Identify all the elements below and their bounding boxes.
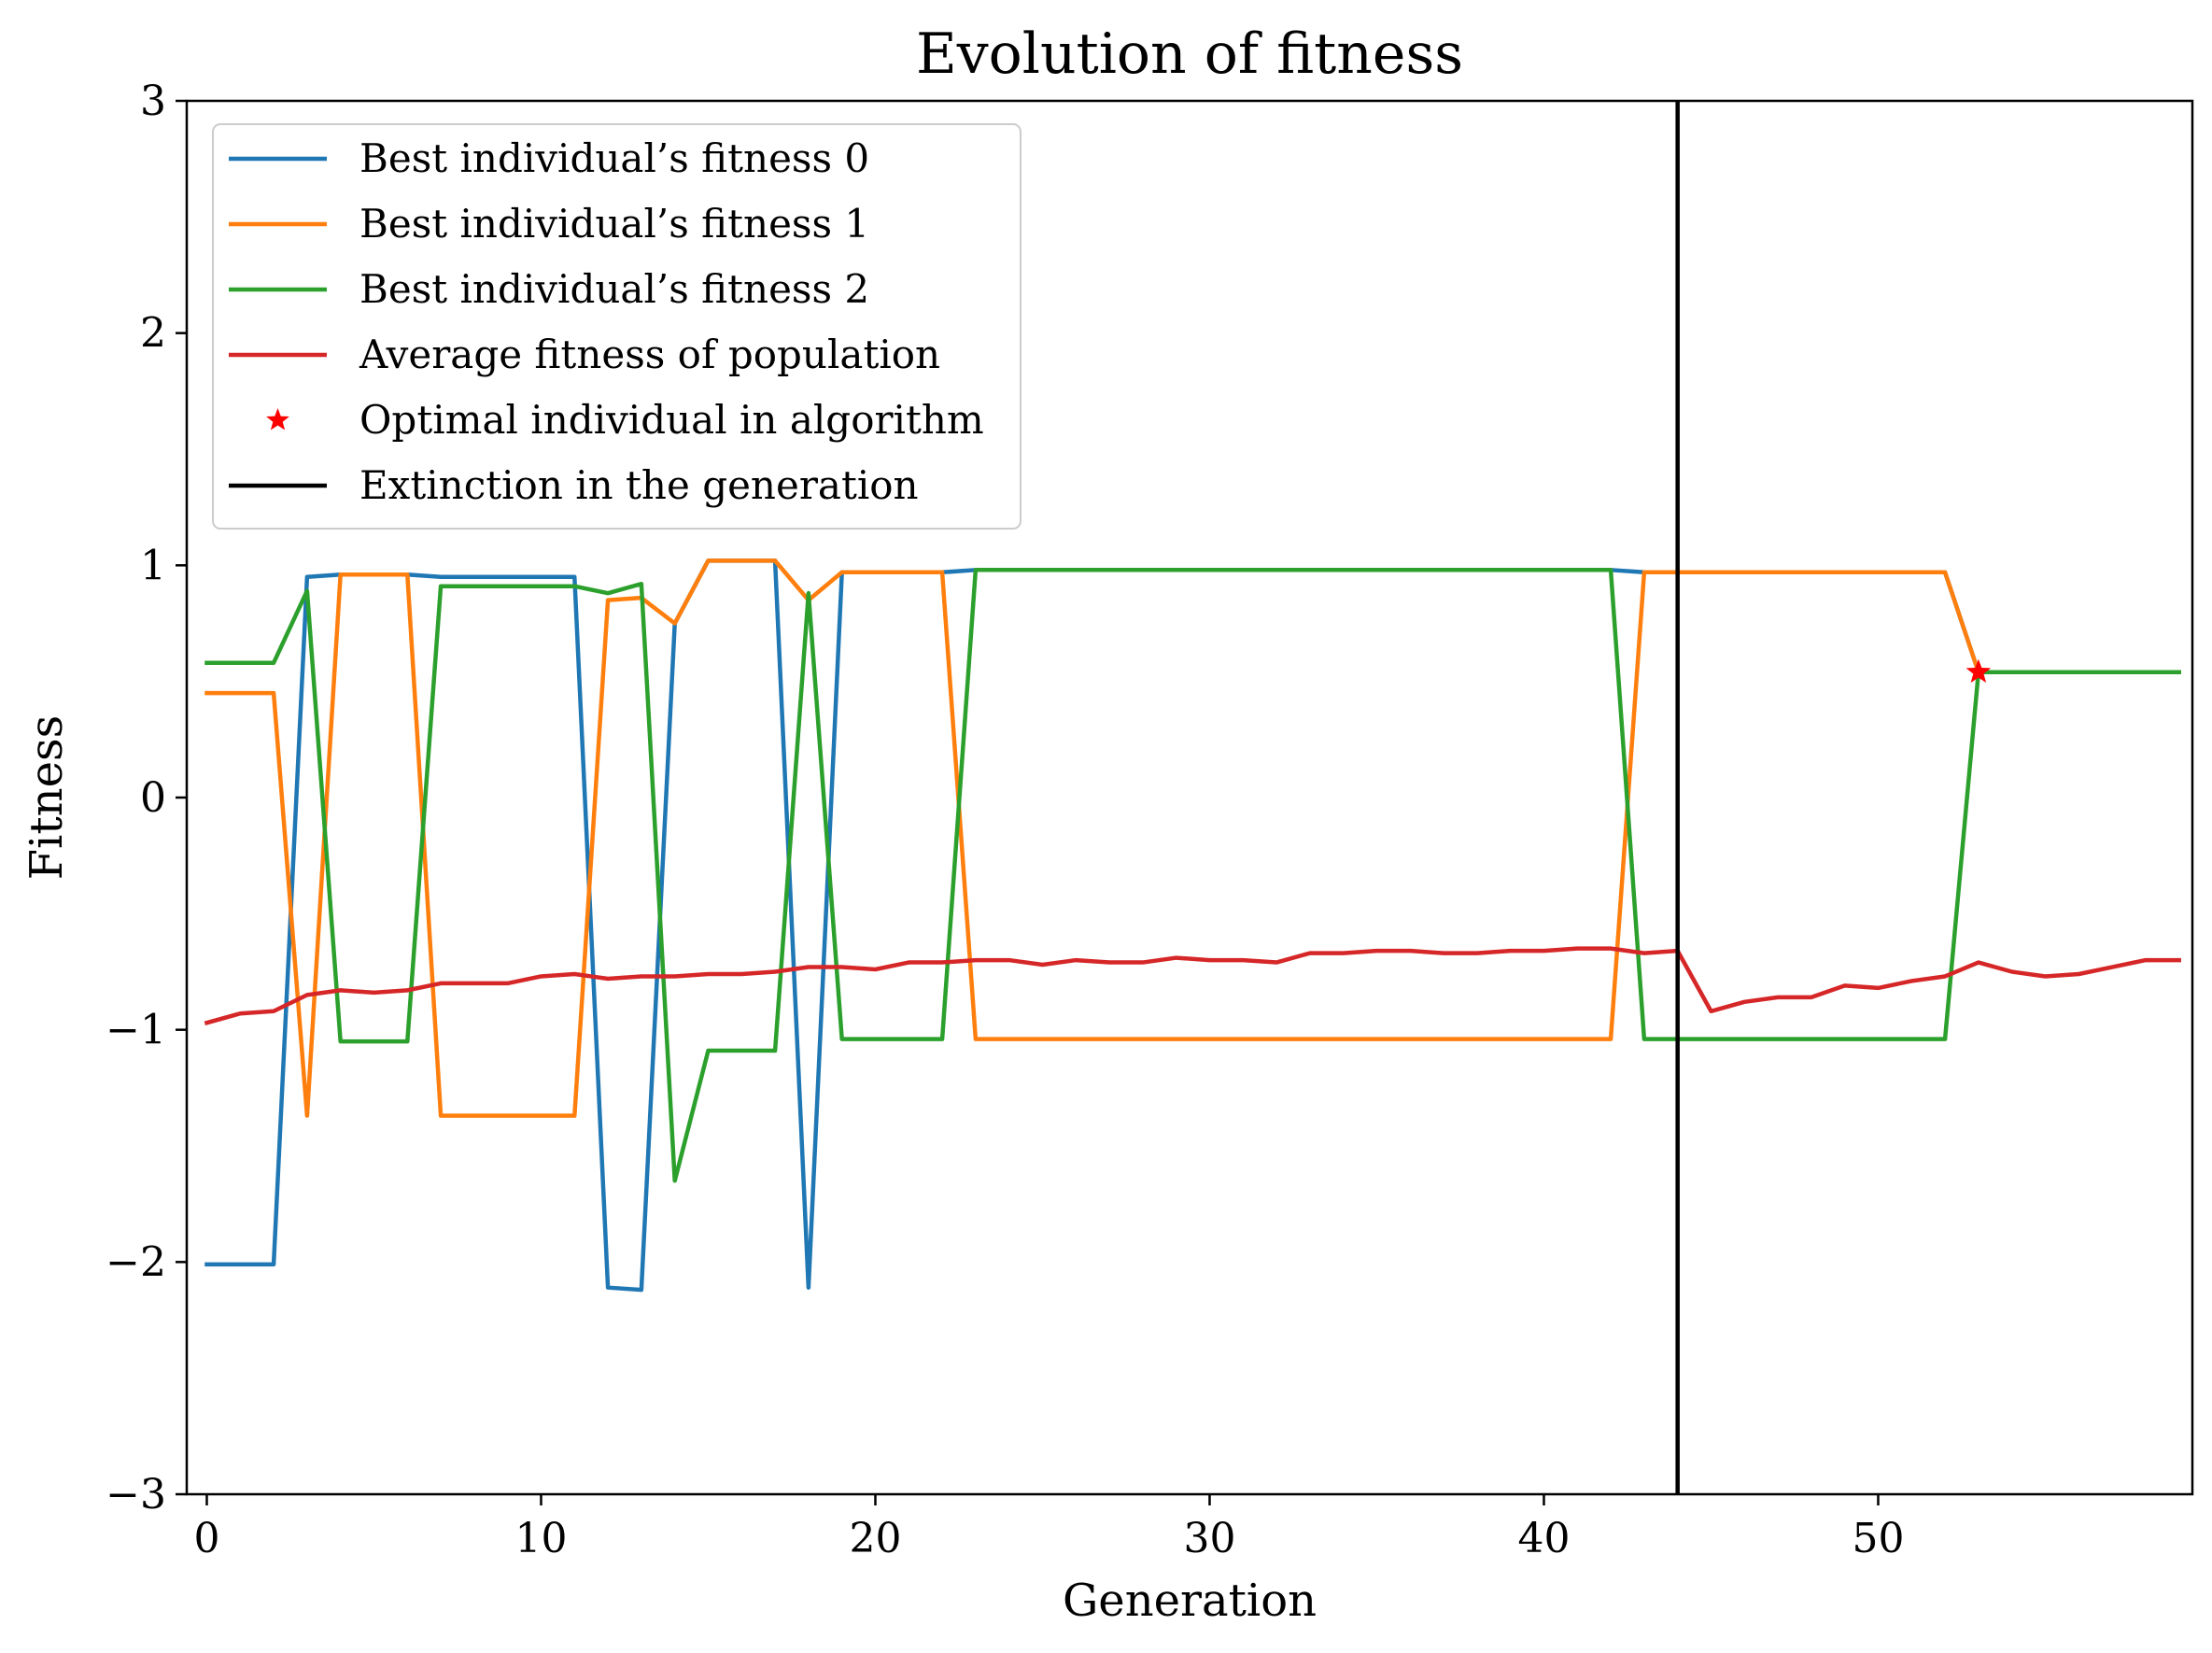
x-tick-label: 0 xyxy=(193,1515,219,1562)
legend-entries: Best individual’s fitness 0 Best individu… xyxy=(229,135,984,508)
series-line-3 xyxy=(204,946,2181,1025)
legend-label: Optimal individual in algorithm xyxy=(359,397,984,443)
y-tick-label: 3 xyxy=(140,78,166,125)
y-tick-label: −1 xyxy=(106,1007,166,1054)
y-tick-label: 0 xyxy=(140,774,166,822)
x-tick-label: 30 xyxy=(1183,1515,1235,1562)
series-line-0 xyxy=(204,558,2181,1293)
x-axis: 0 10 20 30 40 50 xyxy=(193,1494,1904,1562)
plot-area xyxy=(204,101,2181,1494)
series-line-2 xyxy=(204,568,2181,1183)
y-tick-label: −2 xyxy=(106,1238,166,1286)
x-tick-label: 50 xyxy=(1852,1515,1904,1562)
x-tick-label: 20 xyxy=(849,1515,901,1562)
legend-label: Average fitness of population xyxy=(359,332,940,377)
legend-box xyxy=(212,123,1021,530)
series-line-1 xyxy=(204,558,2181,1118)
legend-label: Best individual’s fitness 2 xyxy=(359,266,869,312)
x-tick-label: 10 xyxy=(514,1515,567,1562)
legend-label: Best individual’s fitness 1 xyxy=(359,201,869,247)
y-axis-label: Fitness xyxy=(21,715,73,881)
optimal-point-marker xyxy=(1965,658,1992,684)
legend-swatch-star xyxy=(266,408,289,431)
x-axis-label: Generation xyxy=(1063,1575,1317,1627)
y-tick-label: 2 xyxy=(140,310,166,358)
y-tick-label: −3 xyxy=(106,1471,166,1519)
series-layer xyxy=(204,558,2181,1293)
marker-layer xyxy=(1675,101,1992,1494)
y-axis: −3 −2 −1 0 1 2 3 xyxy=(106,78,187,1519)
legend-label: Best individual’s fitness 0 xyxy=(359,135,869,181)
chart-title: Evolution of fitness xyxy=(916,21,1463,87)
legend: Best individual’s fitness 0 Best individu… xyxy=(212,123,1021,530)
x-tick-label: 40 xyxy=(1517,1515,1570,1562)
y-tick-label: 1 xyxy=(140,542,166,589)
legend-label: Extinction in the generation xyxy=(359,462,919,508)
